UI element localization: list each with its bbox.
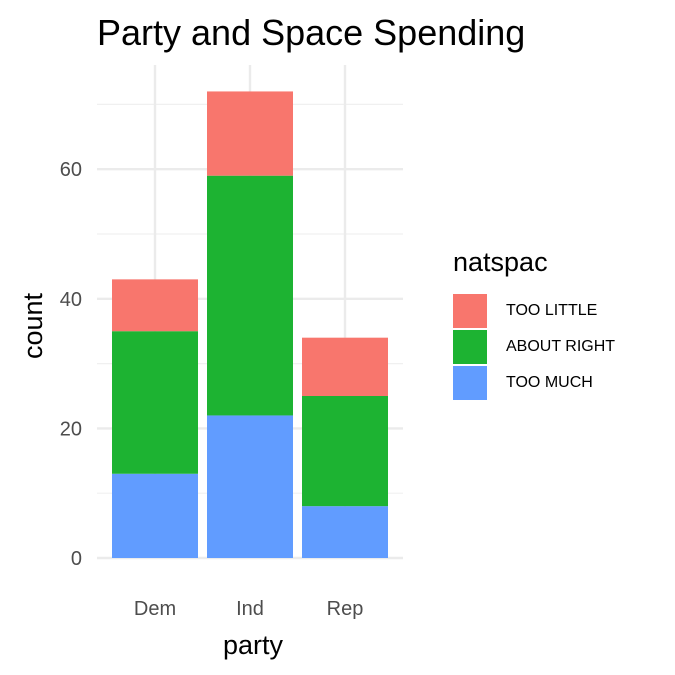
legend-item: TOO MUCH [453,366,593,400]
y-axis-label: count [18,292,48,359]
y-tick-label: 40 [60,289,82,311]
y-tick-label: 60 [60,159,82,181]
bar-segment [207,415,293,558]
bar-segment [207,175,293,416]
bar-segment [302,396,388,507]
x-tick-label: Ind [236,598,264,620]
legend-swatch [453,366,487,400]
legend-title: natspac [453,247,548,277]
bar-segment [112,473,198,558]
legend-item: TOO LITTLE [453,294,597,328]
legend-swatch [453,330,487,364]
x-tick-label: Rep [327,598,364,620]
bar-segment [112,331,198,474]
bars [112,91,388,558]
chart-title: Party and Space Spending [97,12,526,53]
tick-labels: 0 20 40 60 Dem Ind Rep [60,159,364,620]
legend-label: TOO LITTLE [506,302,598,319]
y-tick-label: 0 [71,548,82,570]
legend-label: TOO MUCH [506,374,593,391]
legend-item: ABOUT RIGHT [453,330,615,364]
x-tick-label: Dem [134,598,176,620]
legend-swatch [453,294,487,328]
legend-label: ABOUT RIGHT [506,338,616,355]
bar-segment [112,279,198,332]
y-tick-label: 20 [60,418,82,440]
x-axis-label: party [223,630,284,660]
bar-segment [302,337,388,396]
bar-segment [302,506,388,558]
bar-segment [207,91,293,176]
